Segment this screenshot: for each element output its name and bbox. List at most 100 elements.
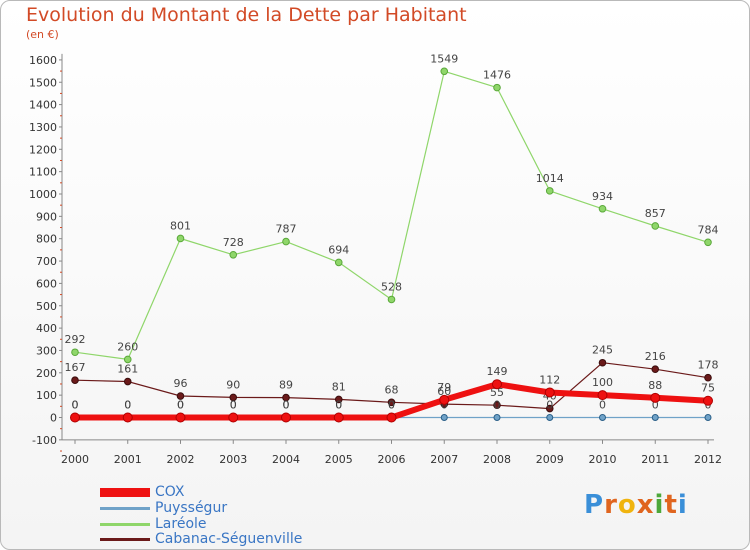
data-point-cabanac-s-guenville (651, 365, 660, 374)
legend-label: Laréole (155, 516, 207, 532)
data-label-puyss-gur: 0 (124, 399, 131, 412)
legend-label: COX (155, 484, 185, 500)
data-point-cabanac-s-guenville (334, 395, 343, 404)
data-point-puyss-gur (651, 414, 659, 421)
logo-letter: r (604, 490, 618, 520)
data-label-cox: 0 (72, 399, 79, 412)
data-point-cox (650, 392, 661, 403)
data-label-cox: 0 (230, 399, 237, 412)
x-tick-label: 2011 (641, 453, 669, 466)
y-tick-label: 1500 (29, 76, 57, 89)
logo-letter: t (664, 490, 678, 520)
data-point-lar-ole (334, 258, 343, 267)
chart-title: Evolution du Montant de la Dette par Hab… (26, 4, 467, 26)
data-point-cabanac-s-guenville (176, 392, 185, 400)
data-label-lar-ole: 1014 (536, 172, 564, 185)
data-label-cabanac-s-guenville: 161 (117, 363, 138, 376)
data-label-puyss-gur: 0 (441, 399, 448, 412)
legend-swatch (100, 523, 150, 526)
y-tick-label: 1100 (29, 166, 57, 179)
logo-letter: x (636, 490, 655, 520)
x-tick-label: 2007 (430, 453, 458, 466)
y-tick-label: 200 (36, 367, 57, 380)
data-point-cabanac-s-guenville (493, 401, 501, 410)
data-label-lar-ole: 857 (645, 207, 666, 220)
data-point-lar-ole (545, 187, 554, 195)
x-tick-label: 2008 (483, 453, 511, 466)
data-label-cox: 112 (539, 373, 560, 386)
data-label-cox: 75 (701, 382, 715, 395)
data-label-puyss-gur: 0 (388, 399, 395, 412)
data-point-lar-ole (71, 348, 79, 357)
data-point-cabanac-s-guenville (229, 393, 238, 402)
data-point-cox (386, 412, 397, 423)
y-tick-label: 1400 (29, 99, 57, 112)
logo-letter: i (654, 490, 665, 520)
data-point-cox (492, 379, 502, 390)
data-label-lar-ole: 292 (65, 333, 86, 346)
data-point-puyss-gur (440, 414, 448, 421)
x-tick-label: 2001 (114, 453, 142, 466)
data-point-lar-ole (229, 250, 238, 259)
y-tick-label: 0 (50, 412, 57, 425)
data-point-cabanac-s-guenville (387, 398, 396, 407)
legend-label: Puysségur (155, 500, 228, 516)
data-label-cabanac-s-guenville: 60 (437, 385, 451, 398)
data-label-cox: 100 (592, 376, 613, 389)
x-tick-label: 2012 (694, 453, 722, 466)
y-tick-label: 600 (36, 277, 57, 290)
data-point-cox (703, 395, 713, 406)
x-tick-label: 2002 (167, 453, 195, 466)
data-point-cabanac-s-guenville (545, 404, 554, 413)
data-point-lar-ole (176, 234, 185, 243)
data-label-cox: 0 (335, 399, 342, 412)
y-tick-label: 1000 (29, 188, 57, 201)
data-point-cox (281, 412, 291, 423)
x-tick-label: 2003 (219, 453, 247, 466)
data-point-lar-ole (704, 238, 712, 247)
data-label-cabanac-s-guenville: 178 (698, 359, 719, 372)
data-label-cox: 149 (487, 365, 508, 378)
series-line-lar-ole (74, 70, 709, 360)
data-label-cabanac-s-guenville: 245 (592, 344, 613, 357)
data-point-cox (597, 390, 608, 401)
y-tick-label: 300 (36, 344, 57, 357)
data-point-cabanac-s-guenville (282, 393, 290, 402)
logo-letter: P (584, 490, 605, 520)
data-label-cabanac-s-guenville: 90 (226, 378, 240, 391)
y-tick-label: 1300 (29, 121, 57, 134)
x-tick-label: 2009 (536, 453, 564, 466)
data-point-lar-ole (493, 83, 501, 92)
data-label-lar-ole: 1476 (483, 69, 511, 82)
data-label-cox: 0 (388, 399, 395, 412)
data-label-puyss-gur: 0 (72, 399, 79, 412)
x-tick-label: 2004 (272, 453, 300, 466)
data-point-cox (122, 412, 133, 423)
data-point-cox (175, 412, 186, 423)
data-label-puyss-gur: 0 (283, 399, 290, 412)
data-label-puyss-gur: 0 (652, 399, 659, 412)
x-tick-label: 2005 (325, 453, 353, 466)
y-tick-label: 400 (36, 322, 57, 335)
data-label-puyss-gur: 0 (494, 399, 501, 412)
data-label-cabanac-s-guenville: 81 (332, 380, 346, 393)
logo-letter: i (677, 490, 688, 520)
data-label-lar-ole: 787 (276, 223, 297, 236)
data-label-cabanac-s-guenville: 216 (645, 350, 666, 363)
x-tick-label: 2006 (378, 453, 406, 466)
data-label-cox: 0 (177, 399, 184, 412)
chart-subtitle: (en €) (26, 28, 59, 41)
data-label-puyss-gur: 0 (177, 399, 184, 412)
x-tick-label: 2000 (61, 453, 89, 466)
data-label-puyss-gur: 0 (230, 399, 237, 412)
data-point-cox (439, 394, 450, 405)
data-point-puyss-gur (599, 414, 606, 421)
y-tick-label: 800 (36, 233, 57, 246)
data-point-lar-ole (598, 204, 607, 213)
data-label-cabanac-s-guenville: 68 (385, 383, 399, 396)
y-tick-label: 500 (36, 300, 57, 313)
data-point-lar-ole (282, 237, 290, 246)
data-label-cabanac-s-guenville: 89 (279, 379, 293, 392)
data-point-cox (544, 387, 555, 398)
